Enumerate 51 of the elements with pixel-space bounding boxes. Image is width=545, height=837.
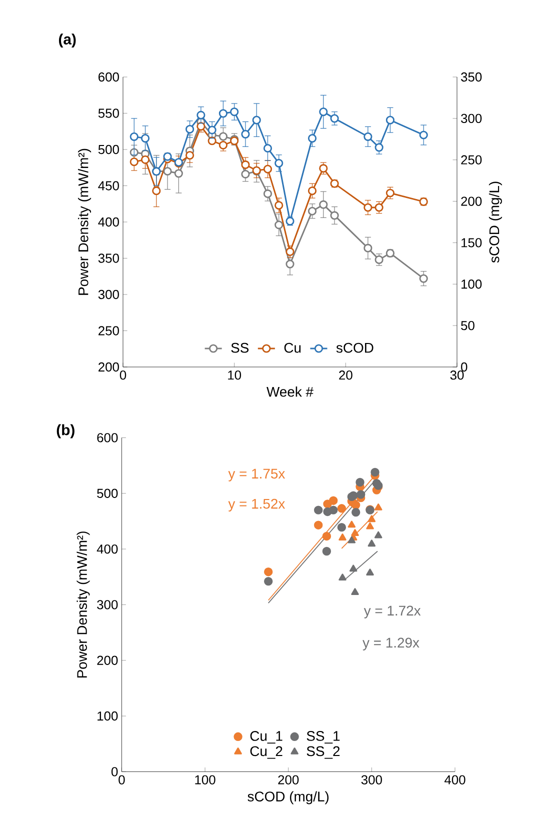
annotation: y = 1.29x	[362, 638, 420, 650]
y2-tick-label: 300	[461, 114, 482, 124]
y-tick-label: 400	[96, 544, 118, 554]
y-tick-label: 500	[97, 488, 118, 498]
legend-label: SS_2	[306, 746, 340, 759]
y-tick-label: 400	[98, 217, 119, 227]
y-axis-title: Power Density (mW/m²)	[78, 148, 92, 295]
x-tick-label: 30	[450, 370, 464, 380]
x-tick-label: 20	[339, 370, 352, 380]
legend-label: sCOD	[336, 342, 374, 353]
y-tick-label: 450	[98, 181, 119, 190]
x-axis-title: Week #	[266, 386, 314, 397]
y-tick-label: 0	[111, 767, 118, 776]
x-axis-title: sCOD (mg/L)	[248, 791, 329, 804]
y-axis-title: Power Density (mW/m²)	[76, 532, 90, 678]
y2-tick-label: 250	[461, 155, 482, 164]
y2-tick-label: 200	[461, 196, 482, 206]
y-tick-label: 600	[98, 72, 119, 82]
y2-axis-title: sCOD (mg/L)	[488, 182, 502, 263]
x-tick-label: 0	[118, 775, 125, 784]
x-tick-label: 100	[195, 775, 216, 784]
legend-label: Cu_2	[250, 746, 282, 759]
y-tick-label: 350	[98, 254, 119, 263]
y-tick-label: 200	[97, 656, 118, 665]
annotation: y = 1.75x	[228, 468, 286, 482]
y2-tick-label: 100	[462, 280, 482, 289]
y-tick-label: 500	[98, 144, 119, 154]
y2-tick-label: 150	[462, 238, 482, 248]
legend-label: Cu	[284, 342, 301, 353]
legend-label: SS_1	[306, 731, 340, 744]
annotation: y = 1.52x	[228, 498, 286, 512]
y-tick-label: 550	[98, 108, 119, 118]
y-tick-label: 600	[97, 433, 118, 442]
legend-label: SS	[231, 342, 249, 353]
chart-title: (b)	[56, 424, 74, 438]
y-tick-label: 100	[98, 711, 118, 721]
y-tick-label: 250	[98, 326, 119, 336]
chart-title: (a)	[58, 34, 76, 48]
y-tick-label: 300	[97, 600, 118, 610]
y2-tick-label: 350	[461, 72, 482, 82]
y-tick-label: 300	[98, 290, 119, 300]
x-tick-label: 400	[444, 775, 466, 784]
y2-tick-label: 0	[461, 362, 468, 372]
y-tick-label: 200	[98, 362, 119, 372]
legend-label: Cu_1	[250, 731, 282, 744]
x-tick-label: 0	[120, 370, 126, 380]
x-tick-label: 10	[228, 370, 242, 380]
x-tick-label: 200	[278, 775, 299, 784]
y2-tick-label: 50	[461, 320, 474, 330]
x-tick-label: 300	[361, 775, 382, 784]
annotation: y = 1.72x	[364, 606, 421, 618]
